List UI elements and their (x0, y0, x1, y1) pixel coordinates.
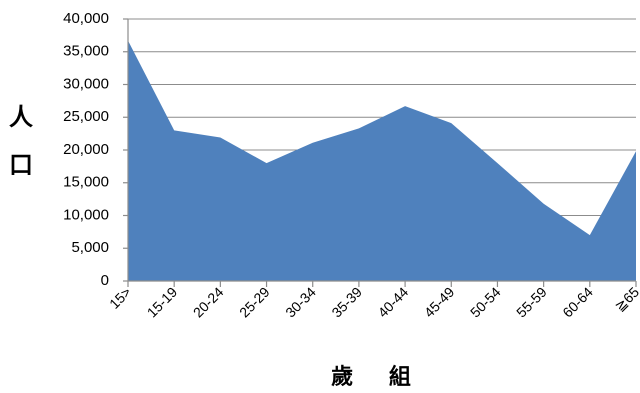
x-tick-label-10: 60-64 (559, 284, 596, 321)
x-tick-label-7: 45-49 (421, 284, 458, 321)
y-tick-label-3: 15,000 (63, 174, 109, 191)
y-tick-label-5: 25,000 (63, 108, 109, 125)
y-tick-labels: 0 5,000 10,000 15,000 20,000 25,000 30,000 35,0… (63, 10, 109, 289)
y-axis-label: 人口 (9, 103, 33, 179)
series-area (128, 40, 636, 282)
y-tick-label-0: 0 (101, 272, 109, 289)
x-tick-label-0: 15> (106, 284, 134, 312)
x-tick-label-9: 55-59 (513, 284, 550, 321)
x-tick-label-2: 20-24 (190, 284, 227, 321)
x-tick-label-8: 50-54 (467, 284, 504, 321)
y-tick-label-6: 30,000 (63, 75, 109, 92)
x-axis-label: 歲 組 (331, 364, 425, 390)
x-tick-label-11: ≧65 (611, 284, 640, 315)
y-tick-label-2: 10,000 (63, 206, 109, 223)
y-axis-label-char-1: 口 (9, 151, 33, 179)
y-axis-label-char-0: 人 (9, 103, 33, 131)
y-tick-label-4: 20,000 (63, 141, 109, 158)
x-tick-label-6: 40-44 (375, 284, 412, 321)
x-tick-label-1: 15-19 (144, 284, 181, 321)
x-tick-labels: 15> 15-19 20-24 25-29 30-34 35-39 40-44 45-49 50… (106, 284, 640, 321)
x-tick-label-4: 30-34 (282, 284, 319, 321)
y-tick-label-8: 40,000 (63, 10, 109, 27)
y-tick-label-7: 35,000 (63, 43, 109, 60)
x-tick-label-5: 35-39 (328, 284, 365, 321)
y-tick-label-1: 5,000 (71, 239, 109, 256)
x-tick-label-3: 25-29 (236, 284, 273, 321)
axes (123, 18, 637, 287)
plot-area (128, 40, 636, 282)
